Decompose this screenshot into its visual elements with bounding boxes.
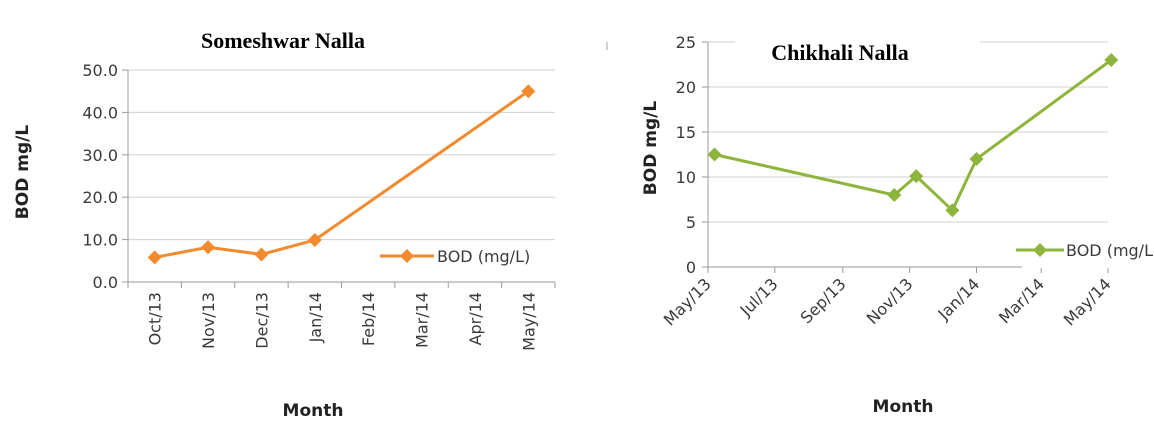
chart-2-y-tick-label: 5 (686, 213, 696, 232)
chart-1-y-tick-label: 0.0 (93, 273, 118, 292)
chart-1-data-point (254, 247, 269, 262)
chart-2-y-tick-label: 20 (676, 78, 696, 97)
chart-1-gridlines (122, 69, 556, 288)
chart-2-title: Chikhali Nalla (771, 40, 909, 65)
chart-2-series-line (714, 58, 1113, 212)
chart-1-series-line (154, 89, 530, 259)
chart-2-series (707, 53, 1119, 218)
chart-chikhali-nalla: Chikhali Nalla BOD mg/L Month 0 5 10 15 20 25… (641, 28, 1154, 417)
chart-1-title: Someshwar Nalla (201, 28, 365, 53)
chart-1-x-tick-label: Mar/14 (413, 292, 432, 348)
chart-2-x-tick-label: Jan/14 (934, 274, 984, 324)
chart-2-y-tick-label: 25 (676, 33, 696, 52)
chart-1-legend-marker (400, 249, 414, 263)
chart-2-x-tick-label: May/13 (660, 274, 715, 329)
chart-1-series (147, 84, 536, 265)
chart-1-x-tick-label: May/14 (519, 292, 538, 351)
chart-2-x-tick-label: May/14 (1060, 274, 1115, 329)
chart-1-data-point (201, 240, 216, 255)
chart-2-y-tick-label: 0 (686, 258, 696, 277)
chart-1-x-tick-label: Nov/13 (199, 292, 218, 349)
chart-1-x-tick-label: Feb/14 (359, 292, 378, 346)
chart-2-x-tick-label: Sep/13 (797, 274, 850, 327)
chart-1-data-point (147, 250, 162, 265)
chart-2-x-tick-label: Jul/13 (736, 274, 782, 320)
chart-1-data-point (521, 84, 536, 99)
chart-1-x-axis-title: Month (283, 401, 344, 421)
chart-someshwar-nalla: Someshwar Nalla BOD mg/L Month 0.0 10.0 20… (13, 20, 556, 421)
chart-1-y-tick-label: 40.0 (82, 103, 118, 122)
chart-2-y-tick-label: 10 (676, 168, 696, 187)
chart-2-x-ticks: May/13 Jul/13 Sep/13 Nov/13 Jan/14 Mar/14 May/… (660, 274, 1115, 329)
chart-1-x-tick-label: Dec/13 (252, 292, 271, 349)
chart-2-legend: BOD (mg/L) (1016, 232, 1154, 268)
chart-1-x-tick-label: Jan/14 (306, 292, 325, 343)
chart-2-data-point (945, 203, 960, 218)
chart-1-y-ticks: 0.0 10.0 20.0 30.0 40.0 50.0 (82, 61, 118, 292)
chart-2-y-tick-label: 15 (676, 123, 696, 142)
chart-2-data-point (969, 152, 984, 166)
chart-1-y-tick-label: 10.0 (82, 231, 118, 250)
chart-2-x-axis-title: Month (873, 397, 934, 417)
chart-1-legend-label: BOD (mg/L) (437, 247, 530, 266)
chart-1-x-tick-label: Apr/14 (466, 292, 485, 345)
chart-1-x-tick-label: Oct/13 (146, 292, 165, 345)
chart-1-x-ticks: Oct/13 Nov/13 Dec/13 Jan/14 Feb/14 Mar/14 Apr/… (146, 292, 539, 351)
chart-2-x-tick-label: Mar/14 (995, 274, 1048, 327)
chart-1-legend: BOD (mg/L) (380, 247, 530, 266)
chart-2-x-tick-label: Nov/13 (863, 274, 917, 328)
chart-2-y-ticks: 0 5 10 15 20 25 (676, 33, 696, 277)
chart-2-data-point (707, 147, 722, 162)
chart-2-data-point (1104, 53, 1119, 67)
center-mark (606, 42, 608, 50)
chart-2-title-background (735, 28, 980, 74)
chart-1-y-axis-title: BOD mg/L (13, 125, 33, 220)
chart-1-y-tick-label: 30.0 (82, 146, 118, 165)
chart-1-title-background (150, 20, 425, 60)
chart-1-y-tick-label: 50.0 (82, 61, 118, 80)
chart-1-y-tick-label: 20.0 (82, 188, 118, 207)
chart-2-legend-label: BOD (mg/L) (1066, 241, 1154, 260)
chart-2-y-axis-title: BOD mg/L (641, 101, 661, 196)
chart-2-data-point (887, 188, 902, 202)
chart-1-data-point (307, 233, 322, 248)
chart-2-data-point (909, 169, 924, 184)
chart-2-legend-marker (1033, 243, 1047, 257)
